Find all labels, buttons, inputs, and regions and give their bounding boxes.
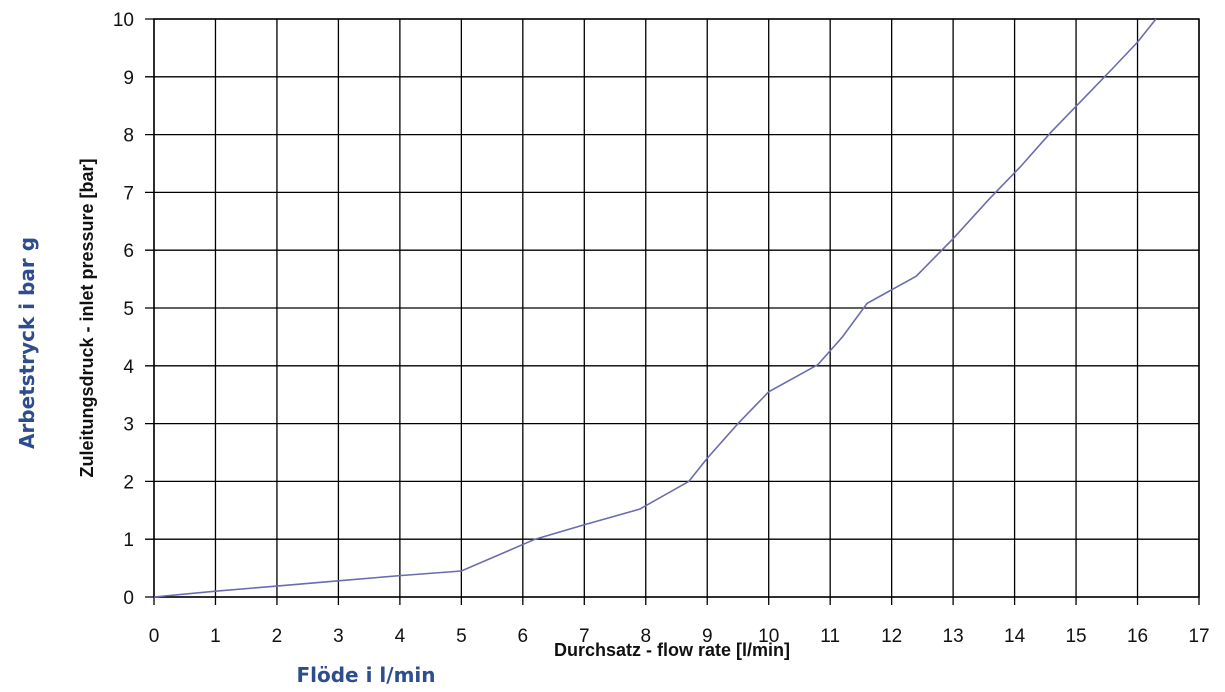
y-tick-label: 6 bbox=[123, 241, 134, 262]
x-tick-label: 3 bbox=[333, 626, 344, 647]
y-tick-label: 10 bbox=[113, 10, 134, 31]
x-tick-label: 10 bbox=[758, 626, 779, 647]
y-tick-label: 2 bbox=[123, 472, 134, 493]
plot-frame bbox=[153, 18, 1200, 598]
x-tick-label: 9 bbox=[702, 626, 713, 647]
x-tick-label: 14 bbox=[1004, 626, 1026, 647]
x-tick-label: 15 bbox=[1065, 626, 1086, 647]
x-tick-label: 1 bbox=[210, 626, 221, 647]
y-axis-title: Zuleitungsdruck - inlet pressure [bar] bbox=[77, 158, 97, 477]
series-group bbox=[153, 18, 1157, 598]
x-tick-label: 6 bbox=[518, 626, 529, 647]
x-tick-label: 13 bbox=[943, 626, 964, 647]
x-axis-title-swedish: Flöde i l/min bbox=[296, 663, 435, 687]
x-tick-label: 5 bbox=[456, 626, 467, 647]
y-tick-label: 9 bbox=[123, 68, 134, 89]
plot-border bbox=[153, 18, 1200, 598]
y-tick-label: 4 bbox=[123, 357, 134, 378]
pressure-flow-line bbox=[153, 18, 1157, 598]
y-tick-label: 1 bbox=[123, 530, 134, 551]
x-axis-title: Durchsatz - flow rate [l/min] bbox=[554, 640, 790, 660]
y-tick-label: 3 bbox=[123, 415, 134, 436]
x-tick-label: 16 bbox=[1127, 626, 1148, 647]
x-tick-label: 11 bbox=[820, 626, 840, 647]
x-tick-labels: 0 1 2 3 4 5 6 7 8 9 10 11 12 13 14 15 16 17 bbox=[149, 626, 1210, 647]
x-tick-label: 2 bbox=[272, 626, 283, 647]
y-tick-label: 8 bbox=[123, 126, 134, 147]
x-tick-label: 0 bbox=[149, 626, 160, 647]
x-tick-label: 17 bbox=[1188, 626, 1209, 647]
y-axis-title-swedish: Arbetstryck i bar g bbox=[15, 237, 39, 449]
vertical-gridlines bbox=[153, 19, 1200, 605]
x-tick-label: 12 bbox=[881, 626, 902, 647]
horizontal-gridlines bbox=[145, 18, 1199, 598]
y-tick-label: 0 bbox=[123, 588, 134, 609]
x-tick-label: 4 bbox=[395, 626, 406, 647]
y-tick-labels: 0 1 2 3 4 5 6 7 8 9 10 bbox=[113, 10, 135, 609]
y-tick-label: 5 bbox=[123, 299, 134, 320]
y-tick-label: 7 bbox=[123, 183, 134, 204]
x-tick-label: 8 bbox=[640, 626, 651, 647]
x-tick-label: 7 bbox=[579, 626, 590, 647]
